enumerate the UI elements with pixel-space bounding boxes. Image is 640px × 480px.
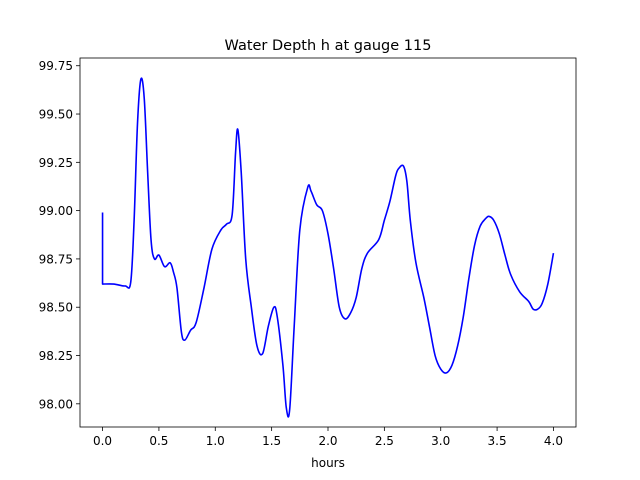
y-tick-label: 99.25 (39, 156, 73, 170)
y-tick-label: 98.75 (39, 252, 73, 266)
y-tick-label: 98.00 (39, 397, 73, 411)
y-tick-label: 99.75 (39, 59, 73, 73)
y-tick-label: 99.00 (39, 204, 73, 218)
plot-frame (79, 57, 577, 428)
x-tick-label: 2.0 (318, 434, 337, 448)
x-tick-label: 2.5 (375, 434, 394, 448)
x-tick-label: 1.5 (262, 434, 281, 448)
chart-title: Water Depth h at gauge 115 (225, 38, 432, 54)
plot-area (101, 77, 555, 418)
y-tick-label: 98.50 (39, 301, 73, 315)
x-tick-label: 4.0 (544, 434, 563, 448)
x-axis: 0.0 0.5 1.0 1.5 2.0 2.5 3.0 3.5 4.0 (93, 427, 563, 448)
x-tick-label: 0.0 (93, 434, 112, 448)
x-tick-label: 3.0 (431, 434, 450, 448)
x-axis-label: hours (311, 456, 345, 470)
x-tick-label: 3.5 (488, 434, 507, 448)
x-tick-label: 0.5 (149, 434, 168, 448)
series-line (101, 77, 555, 418)
y-tick-label: 98.25 (39, 349, 73, 363)
y-tick-label: 99.50 (39, 108, 73, 122)
x-tick-label: 1.0 (206, 434, 225, 448)
y-axis: 98.00 98.25 98.50 98.75 99.00 99.25 99.50 99.75 (39, 59, 80, 411)
